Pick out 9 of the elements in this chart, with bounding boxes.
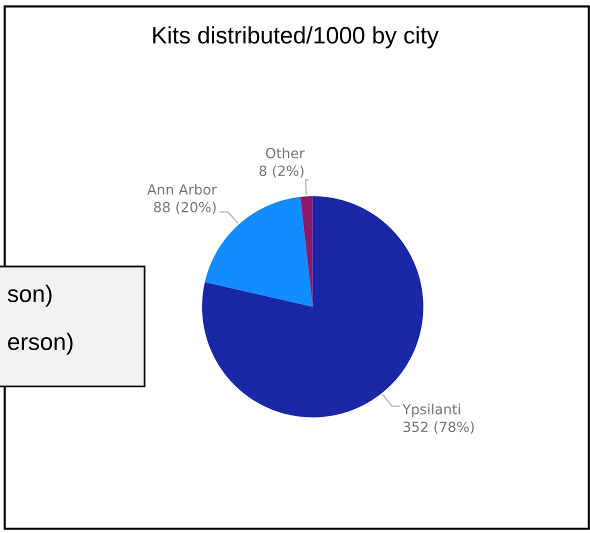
chart-title: Kits distributed/1000 by city bbox=[153, 26, 439, 48]
data-label: 88 (20%) bbox=[154, 202, 216, 214]
slice-label: Ann Arbor bbox=[147, 184, 217, 195]
slice-label: Ypsilanti bbox=[402, 404, 460, 418]
data-label: 8 (2%) bbox=[259, 165, 304, 178]
data-label: 352 (78%) bbox=[403, 421, 474, 434]
slice-label: Other bbox=[266, 148, 305, 158]
text: son) bbox=[8, 284, 52, 307]
text: erson) bbox=[8, 332, 73, 355]
